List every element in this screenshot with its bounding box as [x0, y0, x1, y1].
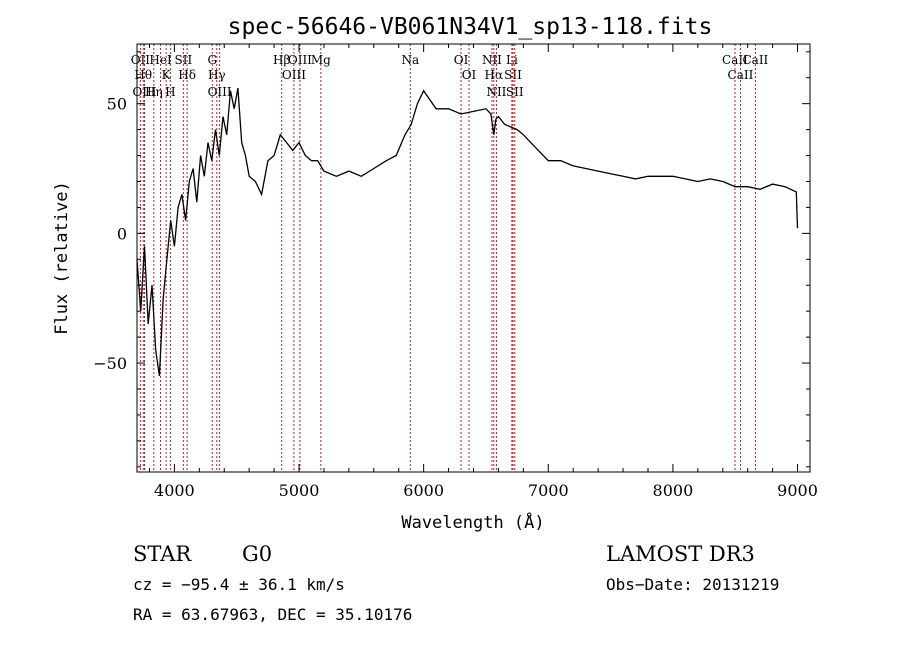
line-marker-label: OI [454, 53, 469, 67]
line-marker-label: OIII [282, 68, 306, 82]
line-marker-label: G [207, 53, 217, 67]
spectrum-series [136, 87, 799, 377]
plot-frame [136, 43, 811, 473]
line-marker-label: OIII [132, 85, 156, 99]
line-marker-label: SII [506, 85, 524, 99]
x-tick-label: 5000 [279, 481, 320, 500]
line-marker-label: Hδ [178, 68, 196, 82]
line-marker-label: K [162, 68, 172, 82]
y-tick-label: 50 [107, 95, 127, 114]
line-marker-label: Hγ [208, 68, 226, 82]
line-marker-label: OII [131, 53, 151, 67]
line-marker-label: Hθ [134, 68, 152, 82]
x-tick-label: 6000 [403, 481, 444, 500]
spectrum-line [136, 87, 799, 377]
line-marker-label: Hη [145, 85, 163, 99]
object-type: STAR [133, 542, 192, 566]
line-marker-label: CaII [742, 53, 768, 67]
chart-title: spec-56646-VB061N34V1_sp13-118.fits [228, 14, 713, 40]
line-marker-label: H [165, 85, 175, 99]
y-tick-label: −50 [93, 354, 127, 373]
x-axis-label: Wavelength (Å) [401, 511, 544, 533]
line-marker-label: CaII [728, 68, 754, 82]
x-tick-label: 7000 [528, 481, 569, 500]
x-tick-label: 4000 [154, 481, 195, 500]
coordinates: RA = 63.67963, DEC = 35.10176 [133, 605, 412, 624]
survey-name: LAMOST DR3 [606, 542, 755, 566]
y-tick-label: 0 [117, 224, 127, 243]
x-tick-label: 9000 [777, 481, 818, 500]
line-marker-label: NII [486, 85, 506, 99]
line-marker-label: SII [175, 53, 193, 67]
redshift-cz: cz = −95.4 ± 36.1 km/s [133, 575, 345, 594]
line-marker-label: Hβ [273, 53, 290, 67]
line-marker-label: OIII [208, 85, 232, 99]
line-marker-label: Li [506, 53, 518, 67]
spectral-subclass: G0 [242, 542, 272, 566]
emission-line-markers: OIIHθOIIIHηHeIKHSIIHδGHγOIIIHβOIIIOIIIMg… [131, 44, 769, 472]
line-marker-label: Mg [311, 53, 331, 67]
line-marker-label: CaII [722, 53, 748, 67]
line-marker-label: Hα [485, 68, 504, 82]
line-marker-label: NII [482, 53, 502, 67]
observation-date: Obs−Date: 20131219 [606, 575, 779, 594]
axes: 4000 5000 6000 7000 8000 9000 −50 0 50 [93, 44, 818, 500]
line-marker-label: HeI [149, 53, 172, 67]
x-tick-label: 8000 [653, 481, 694, 500]
y-axis-label: Flux (relative) [52, 181, 72, 335]
line-marker-label: SII [504, 68, 522, 82]
line-marker-label: OI [462, 68, 477, 82]
line-marker-label: Na [401, 53, 419, 67]
line-marker-label: OIII [288, 53, 312, 67]
